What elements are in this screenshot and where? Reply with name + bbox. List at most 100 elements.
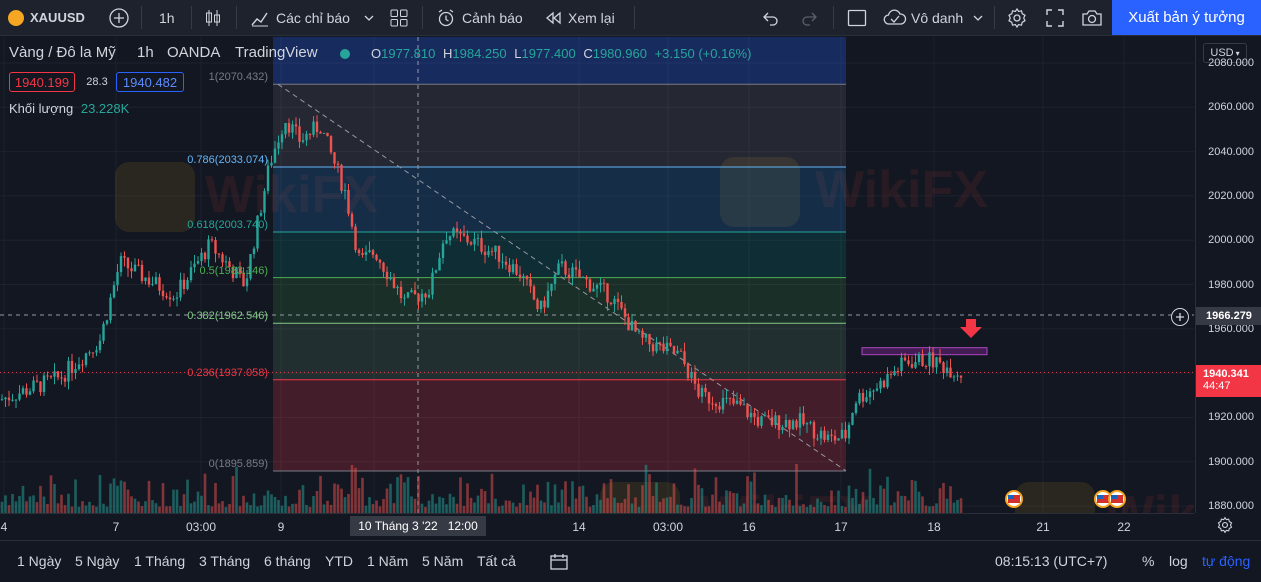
price-tick-label: 1880.000 [1208, 500, 1254, 513]
axis-settings-button[interactable] [1216, 516, 1234, 537]
publish-idea-button[interactable]: Xuất bản ý tưởng [1112, 0, 1261, 35]
clock-timezone[interactable]: 08:15:13 (UTC+7) [995, 553, 1108, 569]
volume-bar [546, 481, 550, 513]
undo-button[interactable] [762, 0, 780, 35]
candle-body [242, 272, 245, 287]
candle-body [816, 438, 819, 440]
economic-event-flag[interactable] [1094, 490, 1112, 508]
volume-bar [721, 504, 725, 513]
volume-bar [760, 505, 763, 513]
candle-body [427, 294, 431, 298]
volume-bar [441, 497, 445, 513]
range-button[interactable]: 1 Năm [367, 553, 409, 569]
candle-body [767, 415, 770, 418]
range-button[interactable]: 5 Năm [422, 553, 464, 569]
volume-bar [144, 501, 147, 513]
indicators-button[interactable]: Các chỉ báo [250, 0, 350, 35]
fullscreen-layout-button[interactable] [847, 0, 867, 35]
range-button[interactable]: 1 Ngày [17, 553, 62, 569]
low-value: 1977.400 [521, 46, 576, 61]
publish-idea-label: Xuất bản ý tưởng [1128, 9, 1245, 26]
volume-bar [798, 506, 802, 513]
volume-bar [571, 481, 574, 513]
currency-selector[interactable]: USD ▾ [1203, 43, 1247, 63]
settings-button[interactable] [1006, 0, 1028, 35]
candle-body [900, 357, 903, 372]
economic-event-flag[interactable] [1005, 490, 1023, 508]
candle-body [263, 191, 266, 213]
candle-body [896, 370, 900, 372]
chart-type-button[interactable] [203, 0, 223, 35]
price-axis[interactable]: USD ▾ 2080.000 2060.000 2040.000 2020.000 200… [1195, 37, 1261, 513]
market-status-dot[interactable] [340, 49, 350, 59]
candle-body [431, 272, 434, 295]
volume-bar [770, 504, 774, 513]
range-button[interactable]: Tất cả [477, 553, 516, 569]
fib-level-label: 0.236(1937.058) [187, 366, 268, 379]
chart-pane[interactable]: WikiFXWikiFXWikiFXWikiFX [0, 37, 1194, 513]
candle-body [560, 261, 564, 264]
sell-price-button[interactable]: 1940.199 [9, 72, 75, 92]
candle-body [189, 267, 193, 281]
fib-trend-line[interactable] [277, 83, 847, 472]
interval-button[interactable]: 1h [159, 0, 175, 35]
candle-body [588, 279, 592, 292]
candle-body [592, 288, 595, 292]
add-alert-plus-button[interactable] [1171, 308, 1189, 326]
range-button[interactable]: 6 tháng [264, 553, 311, 569]
redo-button[interactable] [800, 0, 818, 35]
candle-body [413, 290, 417, 295]
price-chart[interactable]: WikiFXWikiFXWikiFXWikiFX [0, 37, 1194, 513]
compare-button[interactable] [108, 0, 130, 35]
percent-toggle[interactable]: % [1142, 553, 1155, 569]
volume-bar [711, 494, 714, 513]
screenshot-button[interactable] [1081, 0, 1103, 35]
volume-bar [686, 506, 690, 513]
date-range-button[interactable] [549, 552, 569, 575]
range-button[interactable]: 1 Tháng [134, 553, 186, 569]
candle-body [515, 264, 518, 275]
candle-body [686, 364, 690, 379]
fib-level-label: 1(2070.432) [208, 71, 268, 84]
volume-bar [392, 503, 396, 513]
layout-name-label: Vô danh [911, 9, 964, 26]
volume-bar [655, 482, 658, 513]
down-arrow-icon[interactable] [960, 319, 982, 338]
auto-scale-toggle[interactable]: tự động [1202, 553, 1251, 569]
volume-bar [140, 506, 144, 513]
volume-bar [74, 479, 77, 513]
volume-bar [543, 502, 546, 513]
economic-event-flag[interactable] [1108, 490, 1126, 508]
time-axis[interactable]: 4 7 03:00 9 14 03:00 16 17 18 21 22 10 Tháng 3 '22… [0, 513, 1194, 538]
replay-button[interactable]: Xem lại [543, 0, 615, 35]
candle-body [375, 254, 378, 260]
range-button[interactable]: 5 Ngày [75, 553, 120, 569]
volume-bar [343, 497, 347, 513]
alert-button[interactable]: Cảnh báo [436, 0, 523, 35]
candle-body [487, 251, 490, 256]
resistance-zone[interactable] [861, 347, 988, 356]
candle-body [147, 277, 151, 285]
candle-body [140, 264, 144, 282]
volume-bar [725, 490, 728, 513]
interval-label: 1h [159, 9, 175, 26]
candle-body [231, 267, 235, 279]
fullscreen-button[interactable] [1045, 0, 1065, 35]
range-button[interactable]: 3 Tháng [199, 553, 251, 569]
log-toggle[interactable]: log [1169, 553, 1188, 569]
candle-body [784, 420, 788, 428]
volume-bar [137, 501, 140, 513]
templates-button[interactable] [389, 0, 409, 35]
candle-body [777, 415, 781, 431]
volume-label: Khối lượng [9, 101, 74, 116]
volume-bar [952, 502, 956, 513]
volume-bar [291, 503, 294, 513]
indicators-dropdown[interactable] [362, 0, 376, 35]
candle-body [760, 416, 763, 426]
buy-price-button[interactable]: 1940.482 [116, 72, 184, 92]
range-button[interactable]: YTD [325, 553, 353, 569]
volume-bar [550, 505, 553, 513]
symbol-search[interactable]: XAUUSD [8, 0, 85, 35]
layout-name-button[interactable]: Vô danh [883, 0, 985, 35]
volume-bar [25, 501, 28, 513]
